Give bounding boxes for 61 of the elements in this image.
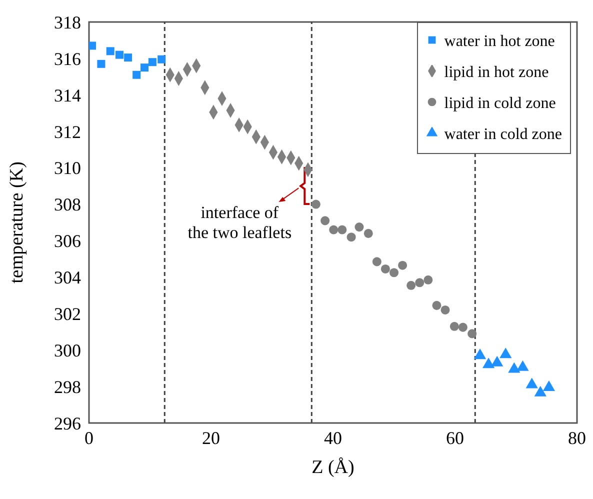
- point: [329, 225, 338, 234]
- point: [398, 260, 408, 270]
- y-axis-title: temperature (K): [6, 162, 28, 284]
- point: [491, 356, 504, 366]
- y-tick-label: 314: [54, 85, 81, 106]
- x-tick-label: 80: [568, 428, 586, 448]
- point: [89, 42, 96, 50]
- point: [542, 380, 556, 391]
- y-tick-label: 310: [54, 158, 81, 178]
- point: [106, 47, 114, 56]
- point: [158, 55, 166, 64]
- y-tick-label: 296: [54, 413, 81, 434]
- point: [124, 54, 132, 62]
- point: [364, 228, 373, 238]
- point: [380, 264, 390, 274]
- point: [482, 358, 495, 368]
- point: [432, 300, 442, 310]
- point: [132, 70, 141, 79]
- point: [116, 50, 124, 59]
- point: [338, 225, 347, 234]
- y-tick-label: 312: [54, 122, 81, 142]
- point: [526, 378, 538, 388]
- point: [500, 348, 512, 358]
- annotation: interface of the two leaflets: [188, 203, 292, 242]
- point: [415, 278, 424, 288]
- x-tick-label: 60: [446, 428, 464, 448]
- point: [346, 232, 356, 242]
- point: [320, 216, 330, 226]
- legend-label: water in hot zone: [443, 32, 556, 52]
- y-tick-label: 300: [54, 340, 81, 360]
- y-tick-label: 298: [54, 376, 81, 397]
- point: [508, 362, 520, 373]
- point: [450, 322, 459, 331]
- point: [458, 322, 468, 332]
- legend-label: lipid in hot zone: [443, 63, 550, 83]
- y-tick-label: 308: [54, 194, 81, 215]
- y-tick-label: 302: [54, 304, 81, 324]
- y-tick-label: 306: [54, 231, 81, 252]
- point: [311, 200, 320, 209]
- point: [534, 386, 546, 396]
- point: [474, 348, 486, 360]
- y-tick-label: 304: [54, 268, 81, 288]
- point: [389, 268, 399, 278]
- x-axis-title: Z (Å): [312, 457, 354, 478]
- point: [468, 329, 477, 338]
- point: [148, 58, 156, 66]
- point: [372, 257, 382, 266]
- point: [97, 60, 106, 68]
- y-tick-label: 318: [54, 12, 81, 32]
- point: [516, 360, 529, 371]
- y-tick-label: 316: [54, 48, 81, 69]
- legend-label: lipid in cold zone: [443, 94, 557, 114]
- point: [424, 275, 433, 284]
- x-tick-label: 40: [324, 428, 342, 448]
- point: [354, 222, 364, 232]
- point: [140, 64, 149, 72]
- x-tick-label: 0: [84, 428, 94, 448]
- point: [440, 305, 450, 314]
- legend-label: water in cold zone: [443, 125, 562, 145]
- x-tick-label: 20: [202, 428, 220, 448]
- point: [406, 280, 416, 290]
